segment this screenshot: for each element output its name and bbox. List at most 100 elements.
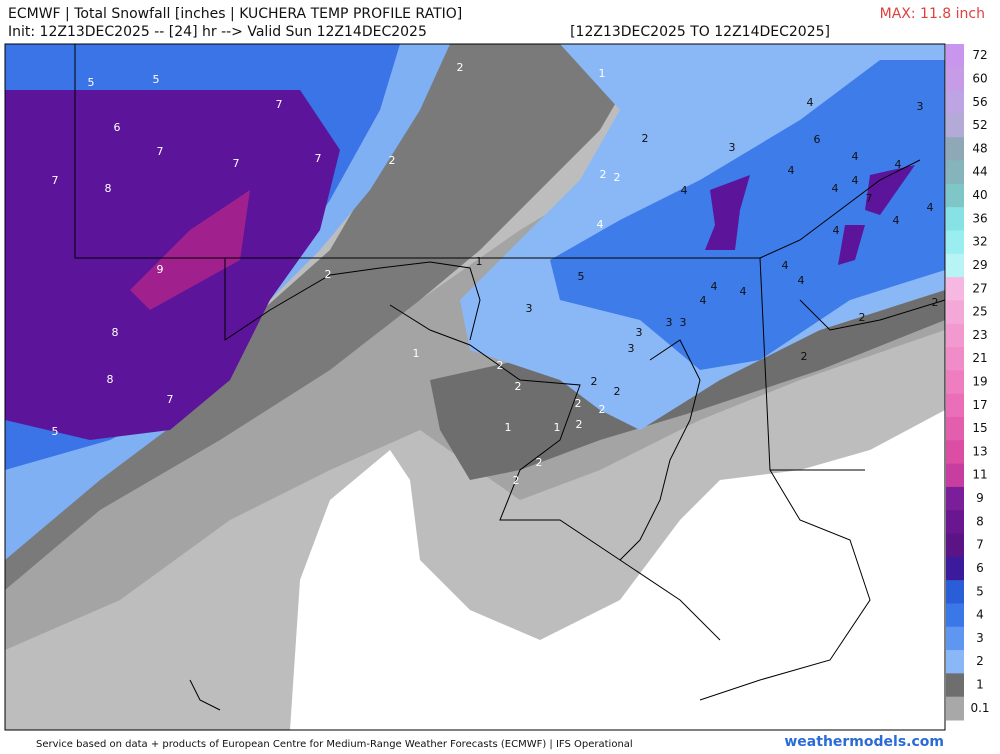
- colorbar-label: 56: [972, 95, 987, 109]
- colorbar: 7260565248444036322927252321191715131198…: [946, 44, 990, 721]
- state-boundary: [224, 258, 481, 341]
- map-label: 3: [628, 342, 635, 355]
- map-label: 2: [599, 403, 606, 416]
- colorbar-swatch: [946, 90, 964, 115]
- map-label: 6: [114, 121, 121, 134]
- map-label: 2: [642, 132, 649, 145]
- state-boundary: [389, 304, 721, 641]
- map-label: 4: [895, 158, 902, 171]
- snow-blue-east-deep: [550, 60, 945, 370]
- map-label: 2: [576, 418, 583, 431]
- colorbar-swatch: [946, 44, 964, 68]
- colorbar-swatch: [946, 370, 964, 395]
- colorbar-label: 2: [976, 654, 984, 668]
- colorbar-label: 15: [972, 421, 987, 435]
- map-label: 7: [866, 192, 873, 205]
- colorbar-swatch: [946, 486, 964, 511]
- title: ECMWF | Total Snowfall [inches | KUCHERA…: [8, 6, 462, 22]
- colorbar-swatch: [946, 650, 964, 674]
- snow-dark-band: [5, 44, 650, 590]
- init-line: Init: 12Z13DEC2025 -- [24] hr --> Valid …: [8, 24, 427, 40]
- colorbar-label: 40: [972, 188, 987, 202]
- map-label: 3: [526, 302, 533, 315]
- map-label: 2: [801, 350, 808, 363]
- map-label: 4: [788, 164, 795, 177]
- map-label: 4: [832, 182, 839, 195]
- colorbar-label: 3: [976, 631, 984, 645]
- map-label: 2: [513, 474, 520, 487]
- map-label: 7: [157, 145, 164, 158]
- colorbar-label: 5: [976, 584, 984, 598]
- colorbar-swatch: [946, 277, 964, 301]
- map-label: 8: [107, 373, 114, 386]
- map-label: 4: [852, 174, 859, 187]
- map-label: 2: [457, 61, 464, 74]
- map-label: 7: [233, 157, 240, 170]
- map-label: 1: [554, 421, 561, 434]
- map-label: 1: [505, 421, 512, 434]
- map-label: 3: [680, 316, 687, 329]
- map-label: 2: [859, 311, 866, 324]
- map-label: 1: [476, 255, 483, 268]
- map-label: 2: [497, 359, 504, 372]
- map-label: 5: [153, 73, 160, 86]
- colorbar-swatch: [946, 160, 964, 185]
- colorbar-swatch: [946, 113, 964, 138]
- brand: weathermodels.com: [784, 734, 944, 750]
- colorbar-swatch: [946, 696, 964, 721]
- map-label: 2: [600, 168, 607, 181]
- colorbar-swatch: [946, 673, 964, 698]
- map-label: 4: [782, 259, 789, 272]
- map-label: 7: [52, 174, 59, 187]
- snow-magenta: [130, 190, 250, 310]
- map-label: 7: [276, 98, 283, 111]
- colorbar-label: 6: [976, 561, 984, 575]
- colorbar-label: 23: [972, 328, 987, 342]
- map-label: 4: [852, 150, 859, 163]
- credit: Service based on data + products of Euro…: [36, 739, 633, 750]
- colorbar-swatch: [946, 626, 964, 651]
- map-label: 4: [711, 280, 718, 293]
- colorbar-label: 9: [976, 491, 984, 505]
- colorbar-swatch: [946, 603, 964, 628]
- colorbar-swatch: [946, 230, 964, 255]
- map-label: 5: [88, 76, 95, 89]
- colorbar-label: 29: [972, 258, 987, 272]
- colorbar-swatch: [946, 207, 964, 231]
- map-label: 4: [833, 224, 840, 237]
- map-label: 2: [515, 380, 522, 393]
- colorbar-swatch: [946, 393, 964, 418]
- no-snow: [290, 410, 945, 730]
- colorbar-swatch: [946, 347, 964, 371]
- colorbar-label: 25: [972, 305, 987, 319]
- colorbar-swatch: [946, 440, 964, 465]
- map-label: 4: [807, 96, 814, 109]
- map-label: 4: [927, 201, 934, 214]
- colorbar-label: 52: [972, 118, 987, 132]
- snow-purple-east: [705, 165, 915, 265]
- map-label: 3: [917, 100, 924, 113]
- colorbar-swatch: [946, 510, 964, 535]
- map-label: 2: [614, 171, 621, 184]
- colorbar-label: 4: [976, 608, 984, 622]
- colorbar-label: 36: [972, 211, 987, 225]
- colorbar-label: 1: [976, 678, 984, 692]
- colorbar-label: 32: [972, 235, 987, 249]
- map-label: 2: [575, 397, 582, 410]
- map-label: 4: [740, 285, 747, 298]
- colorbar-label: 27: [972, 281, 987, 295]
- map-label: 2: [614, 385, 621, 398]
- map-label: 7: [315, 152, 322, 165]
- colorbar-swatch: [946, 556, 964, 581]
- map-label: 3: [729, 141, 736, 154]
- colorbar-label: 7: [976, 538, 984, 552]
- colorbar-label: 13: [972, 444, 987, 458]
- colorbar-label: 72: [972, 48, 987, 62]
- coastline: [699, 159, 946, 701]
- colorbar-swatch: [946, 416, 964, 441]
- map-label: 4: [893, 214, 900, 227]
- colorbar-swatch: [946, 137, 964, 162]
- colorbar-label: 44: [972, 165, 987, 179]
- map-label: 3: [636, 326, 643, 339]
